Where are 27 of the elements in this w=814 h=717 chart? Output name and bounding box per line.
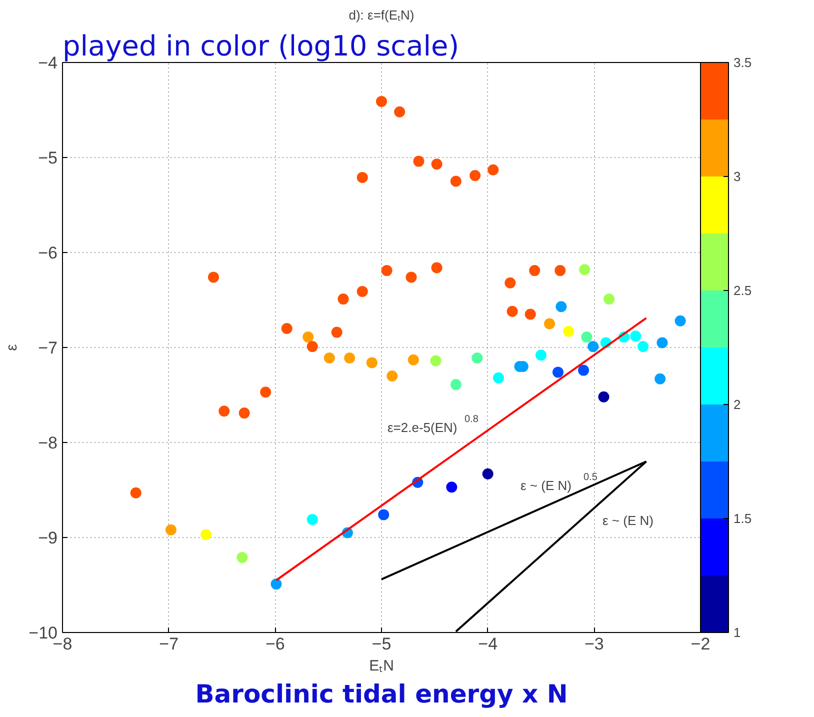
x-tick-label: −2 [690,634,710,654]
annotation: ε ~ (E N) [602,513,654,528]
y-tick-label: −10 [28,624,58,642]
y-tick-label: −4 [38,54,58,72]
color-bar-label: 2 [734,397,741,412]
x-tick-label: −3 [584,634,604,654]
y-axis-title: ε [4,344,21,351]
color-bar-label: 3 [734,169,741,184]
y-tick-label: −7 [38,338,58,358]
x-tick-label: −6 [265,634,285,654]
annotation: ε ~ (E N)0.5 [520,472,598,493]
color-bar-label: 1 [734,625,741,640]
y-tick-label: −5 [38,148,58,168]
color-bar-label: 3.5 [734,55,752,70]
annotation: ε=2.e-5(EN)0.8 [388,414,479,435]
text: Baroclinic tidal energy x N [195,680,568,708]
annotation: played in color (log10 scale) [62,30,460,62]
chart-title: d): ε=f(EₜN) [348,8,414,22]
x-tick-label: −4 [478,634,498,654]
y-tick-label: −8 [38,434,58,452]
x-axis-title: EₜN [369,658,394,674]
y-tick-label: −6 [38,244,58,262]
x-tick-label: −5 [372,634,392,654]
color-bar-label: 2.5 [734,283,752,298]
x-tick-label: −7 [159,634,179,654]
y-tick-label: −9 [38,528,58,548]
color-bar-label: 1.5 [734,511,752,526]
